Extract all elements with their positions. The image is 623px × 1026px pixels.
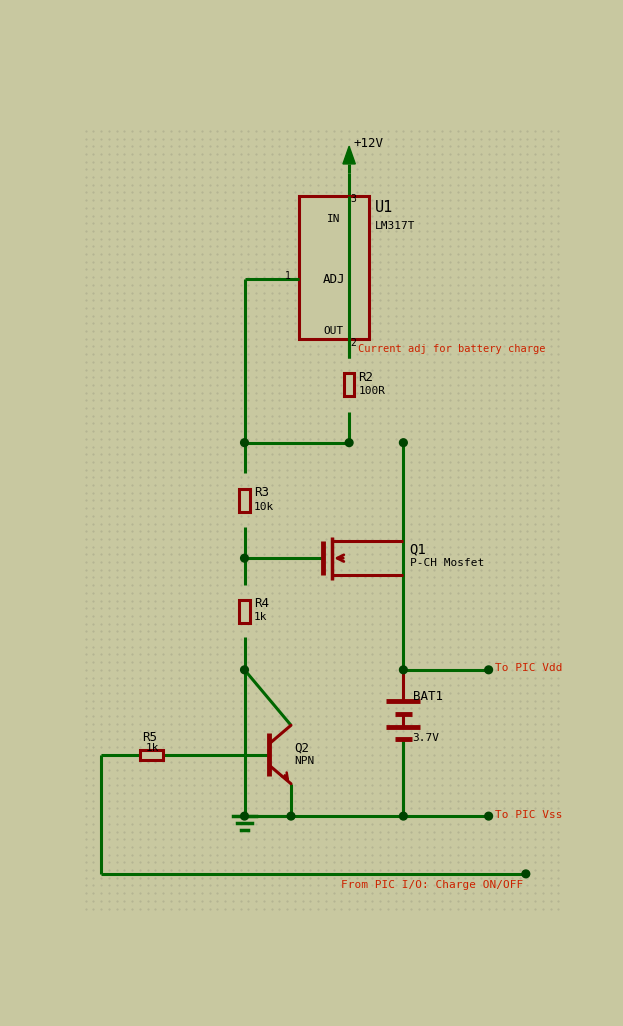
Text: Q2: Q2 bbox=[294, 742, 309, 755]
Text: LM317T: LM317T bbox=[374, 221, 415, 231]
Text: R2: R2 bbox=[358, 370, 373, 384]
Text: To PIC Vdd: To PIC Vdd bbox=[495, 663, 563, 673]
Circle shape bbox=[287, 813, 295, 820]
Bar bbox=[299, 196, 368, 339]
Text: Q1: Q1 bbox=[409, 542, 426, 556]
Text: +12V: +12V bbox=[353, 137, 383, 151]
Circle shape bbox=[345, 439, 353, 446]
Text: NPN: NPN bbox=[294, 756, 315, 765]
Text: 3: 3 bbox=[351, 194, 356, 203]
Text: BAT1: BAT1 bbox=[412, 690, 443, 703]
Text: 1: 1 bbox=[285, 271, 291, 281]
Bar bbox=[239, 600, 250, 623]
Bar bbox=[239, 488, 250, 512]
Bar bbox=[344, 373, 354, 396]
Text: Current adj for battery charge: Current adj for battery charge bbox=[358, 344, 546, 354]
Circle shape bbox=[240, 813, 249, 820]
Circle shape bbox=[485, 813, 493, 820]
Circle shape bbox=[399, 666, 407, 674]
Text: R4: R4 bbox=[254, 597, 269, 610]
Text: 100R: 100R bbox=[358, 386, 386, 396]
Circle shape bbox=[240, 439, 249, 446]
Polygon shape bbox=[343, 147, 355, 164]
Circle shape bbox=[399, 439, 407, 446]
Text: To PIC Vss: To PIC Vss bbox=[495, 810, 563, 820]
Text: P-CH Mosfet: P-CH Mosfet bbox=[409, 558, 484, 567]
Text: IN: IN bbox=[327, 214, 340, 225]
Circle shape bbox=[240, 666, 249, 674]
Text: 10k: 10k bbox=[254, 502, 274, 512]
Text: R5: R5 bbox=[142, 732, 157, 744]
Text: R3: R3 bbox=[254, 486, 269, 500]
Text: OUT: OUT bbox=[323, 326, 344, 337]
Text: 1k: 1k bbox=[145, 744, 159, 753]
Circle shape bbox=[240, 554, 249, 562]
Text: 2: 2 bbox=[351, 338, 356, 348]
Text: ADJ: ADJ bbox=[322, 273, 345, 286]
Text: From PIC I/O: Charge ON/OFF: From PIC I/O: Charge ON/OFF bbox=[341, 879, 523, 890]
Circle shape bbox=[485, 666, 493, 674]
Circle shape bbox=[522, 870, 530, 877]
Text: 1k: 1k bbox=[254, 613, 267, 623]
Text: 3.7V: 3.7V bbox=[412, 733, 440, 743]
Circle shape bbox=[399, 813, 407, 820]
Text: U1: U1 bbox=[374, 200, 393, 215]
Bar bbox=[140, 750, 163, 759]
